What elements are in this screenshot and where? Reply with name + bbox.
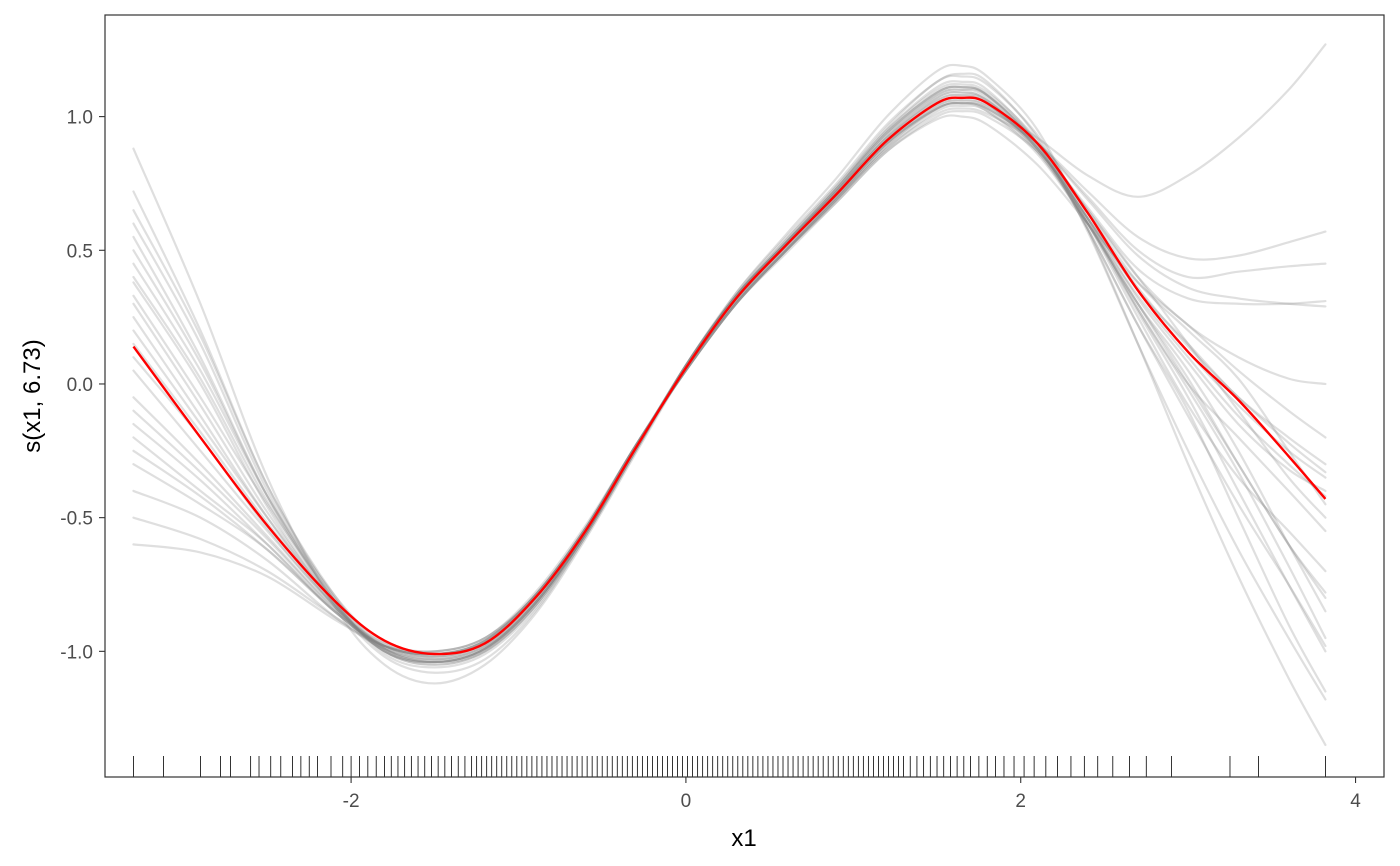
posterior-sample-line (132, 101, 1327, 656)
posterior-sample-line (132, 43, 1327, 658)
y-tick-label: -1.0 (60, 642, 93, 663)
posterior-sample-line (132, 72, 1327, 701)
posterior-sample-line (132, 101, 1327, 656)
panel-border (104, 14, 1385, 778)
posterior-sample-line (132, 107, 1327, 656)
y-tick-label: 0.5 (67, 241, 93, 262)
posterior-sample-line (132, 99, 1327, 658)
y-axis: -1.0 -0.5 0.0 0.5 1.0 (60, 108, 105, 663)
rug-marks (133, 756, 1326, 777)
x-tick-label: -2 (343, 791, 360, 812)
x-axis: -2 0 2 4 (343, 777, 1361, 812)
fitted-smooth-layer (132, 96, 1327, 656)
x-axis-title: x1 (731, 825, 756, 852)
posterior-sample-line (132, 104, 1327, 656)
posterior-sample-line (132, 85, 1327, 664)
posterior-sample-line (132, 110, 1327, 653)
posterior-sample-line (132, 102, 1327, 653)
x-tick-label: 2 (1015, 791, 1026, 812)
posterior-sample-line (132, 63, 1327, 747)
fitted-smooth-line (132, 96, 1327, 656)
x-tick-label: 0 (681, 791, 692, 812)
y-tick-label: 1.0 (67, 108, 93, 129)
posterior-sample-line (132, 85, 1327, 666)
posterior-sample-line (132, 74, 1327, 674)
y-tick-label: -0.5 (60, 509, 93, 530)
posterior-sample-line (132, 88, 1327, 661)
posterior-sample-line (132, 82, 1327, 666)
x-tick-label: 4 (1350, 791, 1361, 812)
posterior-sample-line (132, 114, 1327, 653)
y-axis-title: s(x1, 6.73) (19, 339, 46, 452)
y-tick-label: 0.0 (67, 375, 93, 396)
